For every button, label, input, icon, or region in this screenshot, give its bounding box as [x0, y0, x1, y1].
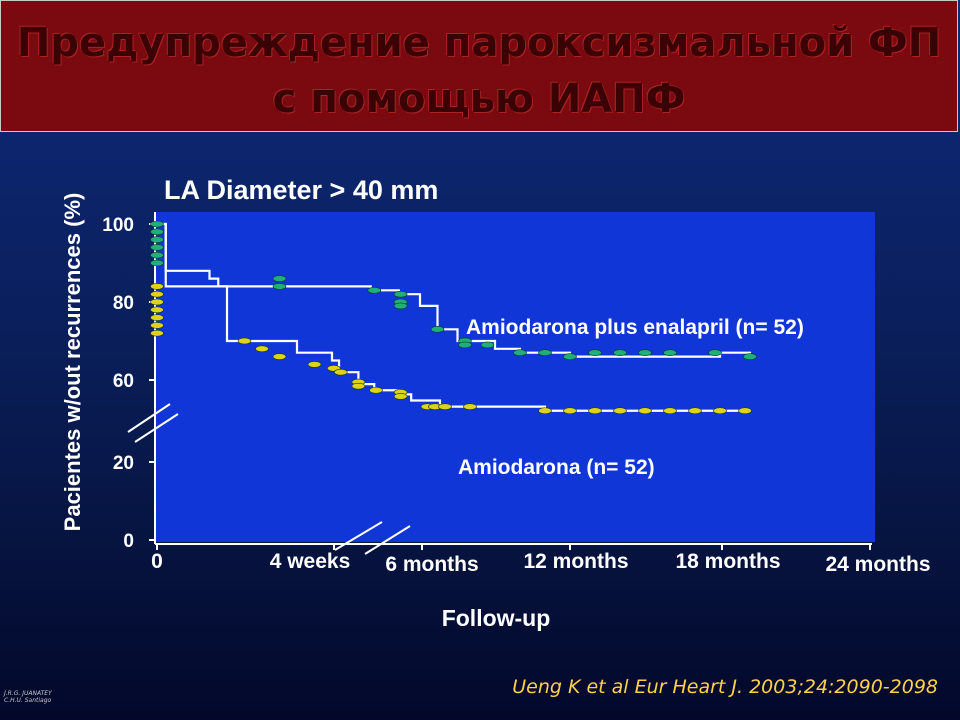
censor-mark-enalapril — [150, 244, 164, 251]
censor-mark-amiodarona — [713, 407, 727, 415]
censor-mark-enalapril — [272, 275, 287, 282]
censor-mark-amiodarona — [538, 407, 552, 415]
censor-mark-enalapril — [638, 349, 652, 357]
censor-mark-enalapril — [150, 228, 164, 236]
censor-mark-amiodarona — [663, 407, 677, 415]
censor-mark-enalapril — [393, 302, 408, 310]
censor-mark-enalapril — [613, 349, 627, 357]
censor-mark-amiodarona — [613, 407, 627, 415]
y-tick-label: 20 — [113, 453, 134, 474]
censor-mark-amiodarona — [150, 322, 164, 329]
signature-line-2: C.H.U. Santiago — [4, 697, 52, 704]
signature-line-1: J.R.G. JUANATEY — [4, 690, 52, 697]
censor-mark-amiodarona — [563, 407, 577, 415]
y-axis-break-1 — [127, 403, 171, 433]
censor-mark-enalapril — [663, 349, 677, 357]
censor-mark-amiodarona — [688, 407, 702, 415]
chart-title: LA Diameter > 40 mm — [164, 175, 438, 205]
censor-mark-enalapril — [150, 220, 164, 228]
x-axis-break-1 — [334, 521, 383, 551]
x-tick-label: 0 — [151, 550, 163, 573]
censor-mark-enalapril — [563, 353, 577, 360]
censor-mark-enalapril — [272, 283, 287, 290]
censor-mark-enalapril — [743, 353, 757, 360]
censor-mark-amiodarona — [150, 329, 164, 337]
censor-mark-enalapril — [480, 341, 495, 349]
censor-mark-enalapril — [150, 236, 164, 243]
y-tick-label: 100 — [102, 215, 134, 236]
censor-mark-amiodarona — [351, 382, 366, 390]
x-tick-label: 12 months — [523, 550, 628, 573]
censor-mark-amiodarona — [150, 298, 164, 306]
censor-mark-enalapril — [393, 290, 408, 298]
y-tick-label: 60 — [113, 371, 134, 392]
author-signature: J.R.G. JUANATEY C.H.U. Santiago — [4, 690, 52, 704]
slide-title-line-2: с помощью ИАПФ — [272, 76, 686, 122]
y-tick-label: 0 — [123, 531, 134, 552]
censor-mark-amiodarona — [638, 407, 652, 415]
censor-mark-enalapril — [588, 349, 602, 357]
censor-mark-amiodarona — [237, 337, 252, 345]
censor-mark-enalapril — [708, 349, 722, 357]
censor-mark-amiodarona — [588, 407, 602, 415]
censor-mark-enalapril — [150, 251, 164, 259]
slide-title-line-1: Предупреждение пароксизмальной ФП — [16, 20, 942, 66]
censor-mark-amiodarona — [272, 353, 287, 360]
slide-title-banner: Предупреждение пароксизмальной ФП с помо… — [0, 0, 958, 132]
censor-mark-enalapril — [430, 325, 445, 333]
y-tick-label: 80 — [113, 293, 134, 314]
citation: Ueng K et al Eur Heart J. 2003;24:2090-2… — [512, 676, 938, 698]
x-tick-label: 6 months — [385, 553, 478, 576]
x-tick-label: 4 weeks — [270, 550, 351, 573]
censor-mark-amiodarona — [333, 368, 348, 376]
y-axis-title: Pacientes w/out recurrences (%) — [60, 193, 85, 532]
y-axis-break-2 — [134, 413, 179, 443]
plot-area — [155, 212, 875, 542]
series-label-enalapril: Amiodarona plus enalapril (n= 52) — [466, 316, 804, 339]
censor-mark-enalapril — [513, 349, 527, 357]
censor-mark-amiodarona — [369, 386, 383, 394]
series-label-amiodarona: Amiodarona (n= 52) — [458, 456, 655, 479]
x-tick-label: 24 months — [825, 553, 930, 576]
censor-mark-amiodarona — [393, 393, 408, 400]
censor-mark-amiodarona — [150, 314, 164, 321]
x-axis-break-2 — [364, 525, 411, 555]
x-tick-label: 18 months — [675, 550, 780, 573]
censor-mark-enalapril — [150, 259, 164, 267]
censor-mark-amiodarona — [307, 361, 322, 368]
censor-mark-amiodarona — [255, 345, 269, 353]
censor-marks — [150, 220, 757, 415]
x-axis-title: Follow-up — [442, 605, 551, 631]
censor-mark-amiodarona — [150, 306, 164, 314]
censor-mark-enalapril — [458, 341, 472, 349]
censor-mark-amiodarona — [150, 290, 164, 298]
censor-mark-amiodarona — [738, 407, 752, 415]
censor-mark-amiodarona — [463, 403, 477, 410]
censor-mark-enalapril — [367, 286, 382, 294]
axes — [127, 212, 872, 555]
censor-mark-amiodarona — [150, 283, 164, 290]
censor-mark-enalapril — [538, 349, 552, 357]
chart-labels: 0 20 60 80 100 0 4 weeks 6 months 12 months 18 mo… — [60, 175, 931, 631]
censor-mark-amiodarona — [438, 403, 452, 410]
